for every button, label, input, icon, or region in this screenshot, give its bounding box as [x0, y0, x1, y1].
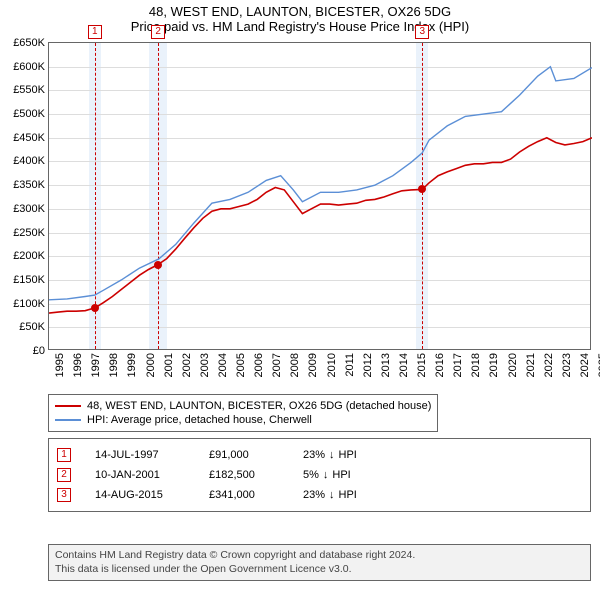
legend-swatch — [55, 405, 81, 407]
event-date: 14-JUL-1997 — [95, 449, 185, 461]
event-price: £341,000 — [209, 489, 279, 501]
down-arrow-icon: ↓ — [329, 449, 335, 461]
series-price_paid — [158, 188, 422, 265]
x-axis-tick: 2018 — [470, 353, 482, 377]
legend-item: 48, WEST END, LAUNTON, BICESTER, OX26 5D… — [55, 399, 431, 413]
x-axis-tick: 2001 — [163, 353, 175, 377]
y-axis-tick: £250K — [13, 227, 49, 239]
x-axis-tick: 2012 — [362, 353, 374, 377]
event-row-1: 1 14-JUL-1997 £91,000 23%↓HPI — [57, 445, 582, 465]
x-axis-tick: 2008 — [289, 353, 301, 377]
footer-line2: This data is licensed under the Open Gov… — [55, 563, 584, 577]
x-axis-tick: 2014 — [398, 353, 410, 377]
x-axis-tick: 1998 — [108, 353, 120, 377]
data-point — [418, 185, 426, 193]
x-axis-tick: 1999 — [126, 353, 138, 377]
y-axis-tick: £400K — [13, 155, 49, 167]
event-diff: 23%↓HPI — [303, 489, 383, 501]
y-axis-tick: £450K — [13, 132, 49, 144]
event-marker-2: 2 — [151, 25, 165, 39]
event-row-3: 3 14-AUG-2015 £341,000 23%↓HPI — [57, 485, 582, 505]
event-marker-3: 3 — [415, 25, 429, 39]
down-arrow-icon: ↓ — [323, 469, 329, 481]
y-axis-tick: £100K — [13, 298, 49, 310]
x-axis-tick: 2022 — [543, 353, 555, 377]
event-marker-1: 1 — [88, 25, 102, 39]
event-row-marker: 1 — [57, 448, 71, 462]
event-date: 14-AUG-2015 — [95, 489, 185, 501]
event-row-marker: 2 — [57, 468, 71, 482]
x-axis-tick: 2010 — [326, 353, 338, 377]
x-axis-tick: 2015 — [416, 353, 428, 377]
legend-box: 48, WEST END, LAUNTON, BICESTER, OX26 5D… — [48, 394, 438, 432]
x-axis-tick: 2007 — [271, 353, 283, 377]
legend-label: 48, WEST END, LAUNTON, BICESTER, OX26 5D… — [87, 400, 431, 412]
data-point — [154, 261, 162, 269]
y-axis-tick: £650K — [13, 37, 49, 49]
legend-label: HPI: Average price, detached house, Cher… — [87, 414, 312, 426]
x-axis-tick: 2004 — [217, 353, 229, 377]
series-price_paid — [95, 265, 158, 308]
legend-swatch — [55, 419, 81, 421]
event-price: £182,500 — [209, 469, 279, 481]
x-axis-tick: 2009 — [307, 353, 319, 377]
x-axis-tick: 2002 — [181, 353, 193, 377]
x-axis-tick: 2003 — [199, 353, 211, 377]
footer-attribution: Contains HM Land Registry data © Crown c… — [48, 544, 591, 581]
x-axis-tick: 2021 — [525, 353, 537, 377]
x-axis-tick: 2011 — [344, 353, 356, 377]
event-date: 10-JAN-2001 — [95, 469, 185, 481]
x-axis-tick: 1997 — [90, 353, 102, 377]
x-axis-tick: 2005 — [235, 353, 247, 377]
event-diff: 23%↓HPI — [303, 449, 383, 461]
y-axis-tick: £150K — [13, 274, 49, 286]
x-axis-tick: 2017 — [452, 353, 464, 377]
x-axis-tick: 2000 — [145, 353, 157, 377]
y-axis-tick: £300K — [13, 203, 49, 215]
chart-plot-area: £0£50K£100K£150K£200K£250K£300K£350K£400… — [48, 42, 591, 350]
y-axis-tick: £600K — [13, 61, 49, 73]
event-row-2: 2 10-JAN-2001 £182,500 5%↓HPI — [57, 465, 582, 485]
x-axis-tick: 2020 — [507, 353, 519, 377]
event-row-marker: 3 — [57, 488, 71, 502]
event-price: £91,000 — [209, 449, 279, 461]
chart-lines — [49, 43, 592, 351]
x-axis-tick: 2024 — [579, 353, 591, 377]
legend-item: HPI: Average price, detached house, Cher… — [55, 413, 431, 427]
series-price_paid — [422, 138, 592, 190]
x-axis-tick: 2023 — [561, 353, 573, 377]
y-axis-tick: £500K — [13, 108, 49, 120]
x-axis-tick: 2019 — [488, 353, 500, 377]
event-diff: 5%↓HPI — [303, 469, 383, 481]
chart-title-address: 48, WEST END, LAUNTON, BICESTER, OX26 5D… — [0, 4, 600, 19]
x-axis-tick: 2006 — [253, 353, 265, 377]
y-axis-tick: £0 — [33, 345, 49, 357]
x-axis-tick: 2016 — [434, 353, 446, 377]
events-table: 1 14-JUL-1997 £91,000 23%↓HPI 2 10-JAN-2001 £1… — [48, 438, 591, 512]
x-axis-tick: 1995 — [54, 353, 66, 377]
x-axis-tick: 1996 — [72, 353, 84, 377]
y-axis-tick: £50K — [19, 321, 49, 333]
y-axis-tick: £550K — [13, 84, 49, 96]
data-point — [91, 304, 99, 312]
series-price_paid — [49, 308, 95, 313]
down-arrow-icon: ↓ — [329, 489, 335, 501]
series-hpi — [49, 67, 592, 300]
footer-line1: Contains HM Land Registry data © Crown c… — [55, 549, 584, 563]
x-axis-tick: 2013 — [380, 353, 392, 377]
y-axis-tick: £200K — [13, 250, 49, 262]
y-axis-tick: £350K — [13, 179, 49, 191]
